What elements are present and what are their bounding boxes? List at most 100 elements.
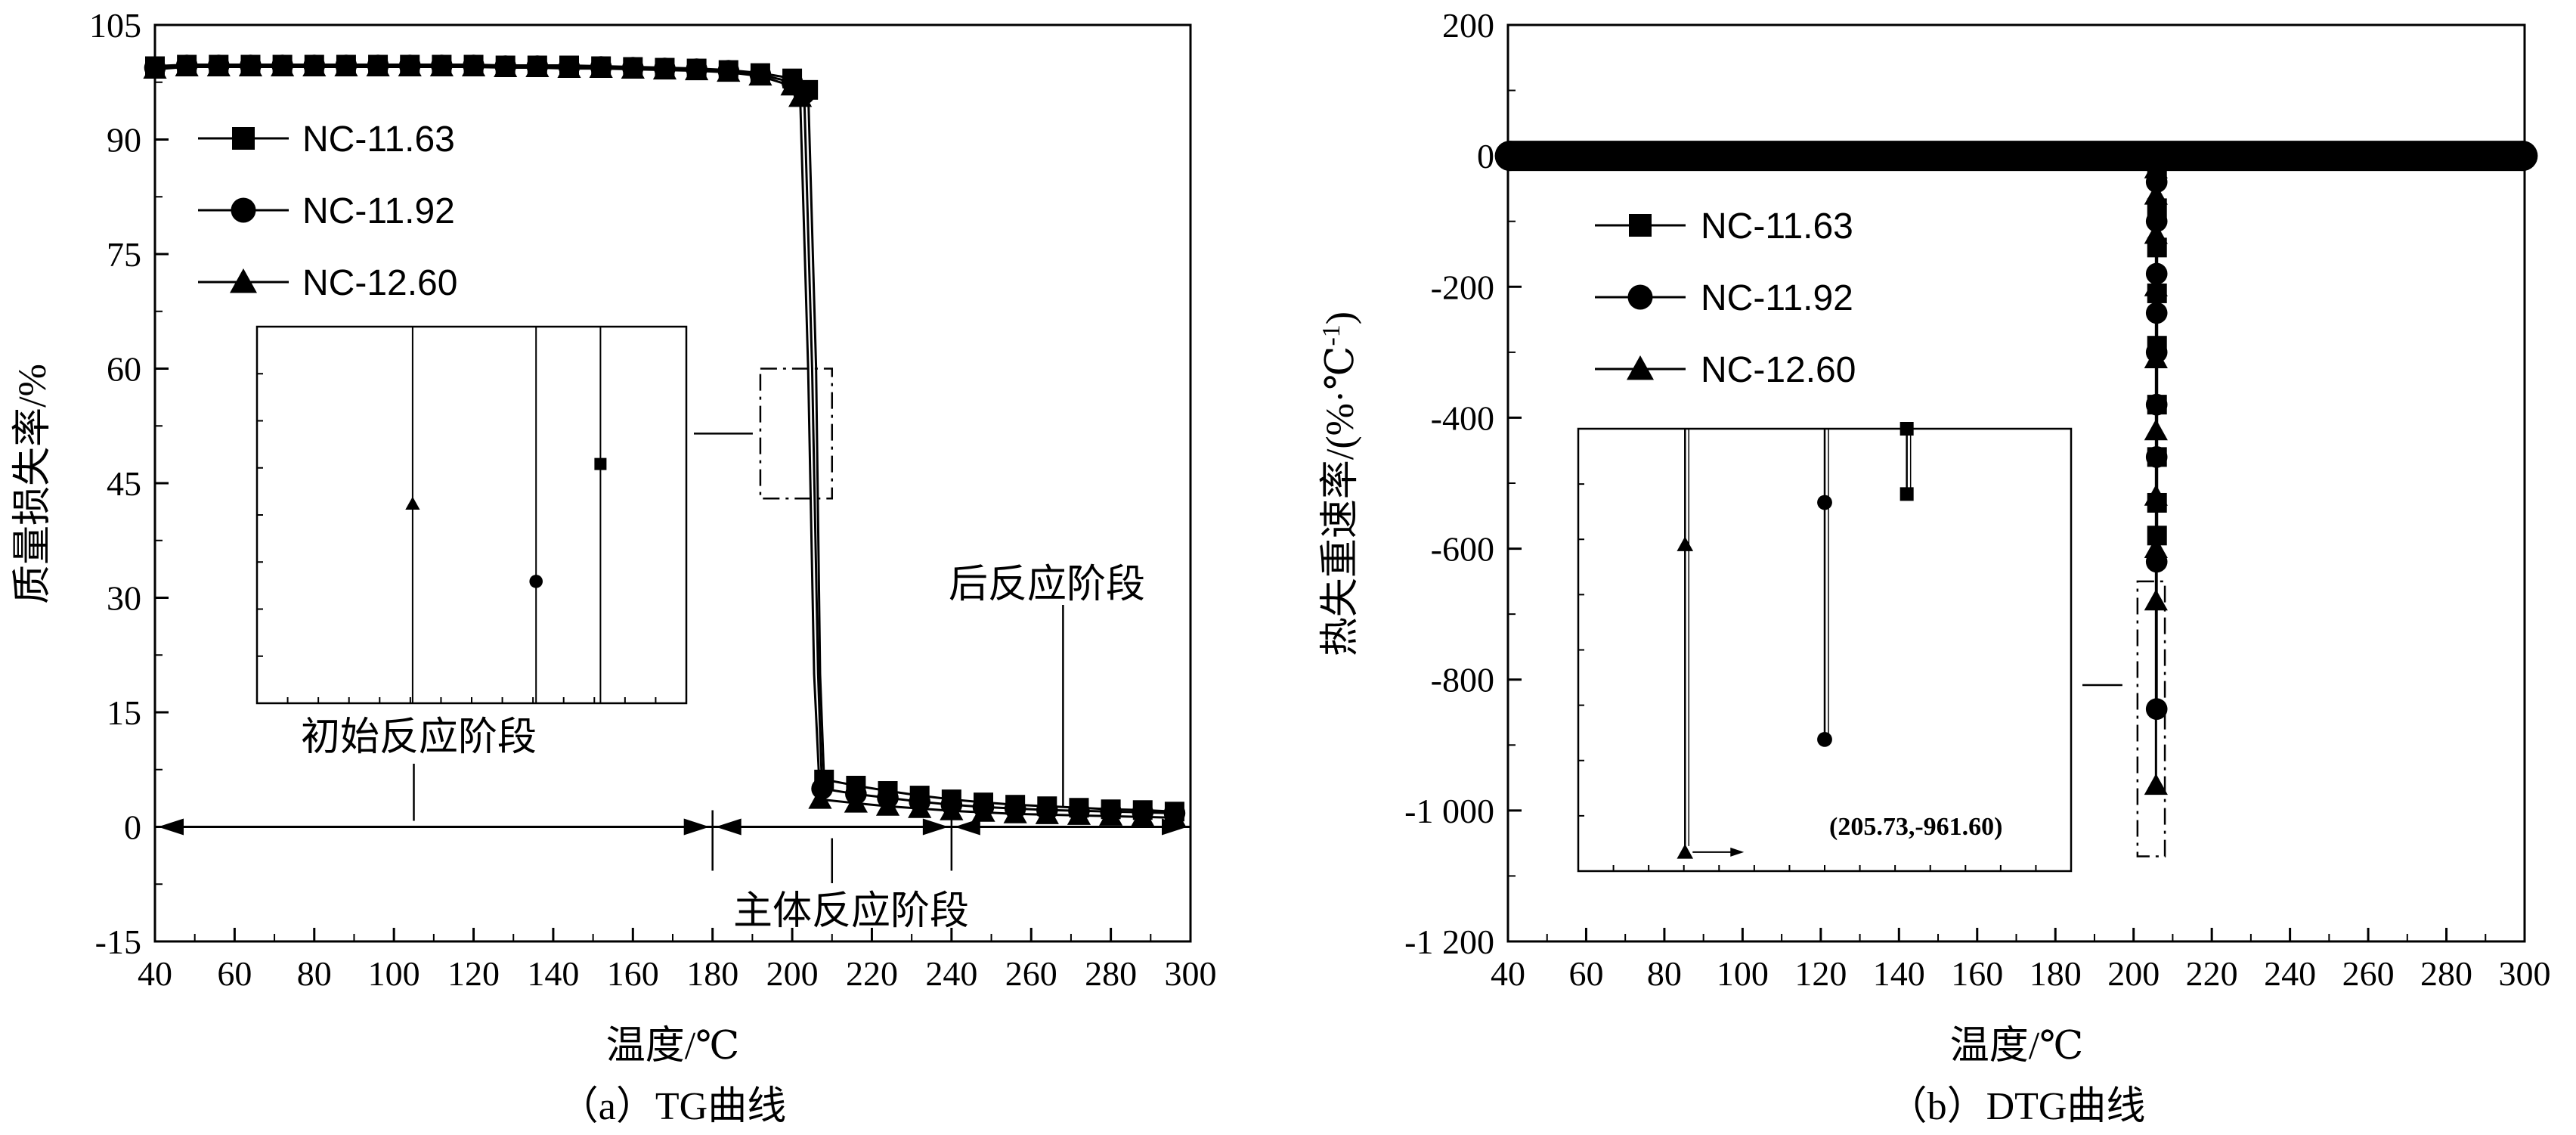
y-axis-ticks: -15 0 15 30 45 60 75 90 105 xyxy=(89,6,169,961)
data-point xyxy=(1163,805,1187,827)
data-point xyxy=(2144,484,2168,506)
x-tick-label: 180 xyxy=(2030,954,2082,993)
y-tick-label: -15 xyxy=(95,923,141,961)
data-point xyxy=(2144,183,2168,205)
data-point xyxy=(525,55,550,78)
data-point xyxy=(2144,157,2168,178)
data-point xyxy=(271,54,295,77)
zoom-box xyxy=(759,367,834,500)
inset-point xyxy=(1677,844,1694,859)
stage-arrow-left xyxy=(954,818,980,836)
y-tick-label: 0 xyxy=(1477,137,1494,175)
x-tick-label: 40 xyxy=(138,954,172,993)
data-point xyxy=(808,787,832,809)
data-point xyxy=(398,54,422,77)
data-point xyxy=(2144,589,2168,611)
x-tick-label: 160 xyxy=(607,954,659,993)
y-tick-label: 105 xyxy=(89,6,141,45)
x-tick-label: 40 xyxy=(1491,954,1525,993)
zoom-box xyxy=(2136,580,2166,857)
data-point xyxy=(2144,774,2168,795)
legend-marker xyxy=(231,197,256,223)
y-tick-label: 30 xyxy=(107,579,141,618)
peak-label: (205.73,-961.60) xyxy=(1829,813,2002,841)
data-point xyxy=(494,55,518,78)
legend: NC-11.63 NC-11.92 NC-12.60 xyxy=(1595,206,1856,390)
y-axis-label: 质量损失率/% xyxy=(11,364,54,604)
data-point xyxy=(589,56,613,79)
x-tick-label: 240 xyxy=(2264,954,2316,993)
legend-label: NC-11.92 xyxy=(1701,278,1853,318)
inset-point xyxy=(529,575,543,588)
x-axis-ticks: 40 60 80 100 120 140 160 180 200 220 240 260 280 300 xyxy=(1491,928,2551,993)
y-axis-ticks: -1 200 -1 000 -800 -600 -400 -200 0 200 xyxy=(1404,6,1522,961)
series-NC-12.60 xyxy=(143,54,1187,827)
x-tick-label: 140 xyxy=(1873,954,1925,993)
annotation-main-stage: 主体反应阶段 xyxy=(733,890,969,933)
annotation-initial-stage: 初始反应阶段 xyxy=(301,716,537,759)
y-tick-label: -200 xyxy=(1431,268,1494,306)
y-tick-label: -1 000 xyxy=(1404,792,1494,830)
y-tick-label: 15 xyxy=(107,693,141,732)
data-point xyxy=(1003,802,1027,823)
y-tick-label: -400 xyxy=(1431,398,1494,437)
y-tick-label: 0 xyxy=(124,808,141,847)
x-tick-label: 120 xyxy=(1794,954,1847,993)
stage-arrow-right xyxy=(922,818,949,836)
legend-label: NC-11.63 xyxy=(1701,206,1853,247)
zoom-region xyxy=(2082,580,2166,857)
x-tick-label: 100 xyxy=(1717,954,1769,993)
data-point xyxy=(2144,419,2168,441)
inset-point xyxy=(405,496,420,510)
legend-label: NC-11.63 xyxy=(302,119,455,160)
y-tick-label: 90 xyxy=(107,121,141,160)
legend-label: NC-12.60 xyxy=(1701,350,1856,390)
dtg-chart: (205.73,-961.60) 40 60 80 100 120 140 160 180 20… xyxy=(1317,6,2551,1128)
annotation-post-stage: 后反应阶段 xyxy=(949,563,1145,606)
x-tick-label: 280 xyxy=(2420,954,2472,993)
y-tick-label: -1 200 xyxy=(1404,923,1494,961)
x-tick-label: 200 xyxy=(2107,954,2160,993)
dtg-series-layer xyxy=(1494,141,2538,795)
tg-series-layer xyxy=(143,54,1187,827)
data-point xyxy=(2144,274,2168,296)
inset-point xyxy=(1817,731,1832,747)
data-point xyxy=(2144,536,2168,559)
inset-point xyxy=(1817,495,1832,510)
y-axis-label-main: 热失重速率/(%·℃ xyxy=(1319,346,1362,657)
x-axis-ticks: 40 60 80 100 120 140 160 180 200 220 240 260 280 300 xyxy=(138,928,1217,993)
data-point xyxy=(685,59,709,81)
legend-marker xyxy=(230,268,257,293)
legend-label: NC-11.92 xyxy=(302,191,455,231)
zoom-region xyxy=(694,367,834,500)
x-tick-label: 180 xyxy=(686,954,738,993)
inset-point xyxy=(1677,536,1694,551)
baseline-end-marker xyxy=(2507,141,2538,172)
x-tick-label: 200 xyxy=(766,954,819,993)
legend: NC-11.63 NC-11.92 NC-12.60 xyxy=(198,119,457,303)
data-point xyxy=(844,791,868,813)
x-axis-label: 温度/℃ xyxy=(1950,1025,2084,1068)
stage-arrow-right xyxy=(683,818,710,836)
data-point xyxy=(621,57,645,79)
peak-arrow-head xyxy=(1730,847,1745,857)
y-axis-label-end: ) xyxy=(1319,312,1362,324)
x-axis-label: 温度/℃ xyxy=(606,1025,740,1068)
x-tick-label: 280 xyxy=(1085,954,1137,993)
baseline-band xyxy=(1494,141,2538,172)
series-NC-12.60 xyxy=(2144,156,2168,795)
x-tick-label: 160 xyxy=(1951,954,2003,993)
x-tick-label: 300 xyxy=(2499,954,2551,993)
x-tick-label: 60 xyxy=(1568,954,1603,993)
data-point xyxy=(788,85,813,107)
data-point xyxy=(940,799,964,820)
legend-marker xyxy=(232,127,255,150)
x-tick-label: 220 xyxy=(846,954,898,993)
y-axis-label: 热失重速率/(%·℃-1) xyxy=(1317,312,1362,656)
chart-caption: （b）DTG曲线 xyxy=(1888,1085,2146,1128)
y-tick-label: 60 xyxy=(107,350,141,389)
data-point xyxy=(366,54,390,77)
x-tick-label: 120 xyxy=(447,954,500,993)
x-tick-label: 260 xyxy=(2342,954,2395,993)
